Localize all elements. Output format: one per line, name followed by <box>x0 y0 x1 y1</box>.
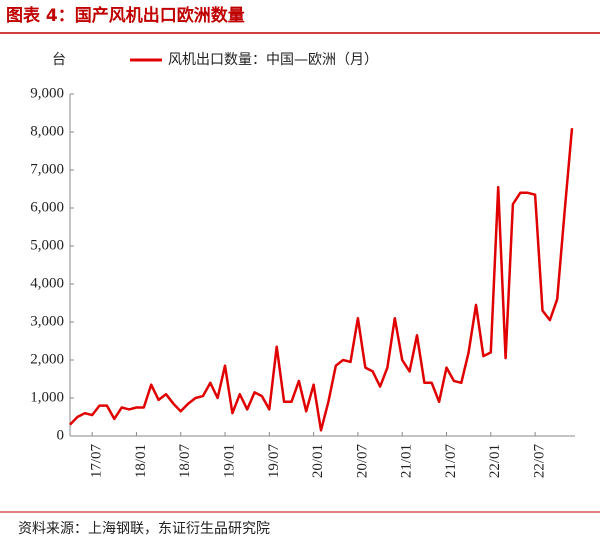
x-tick-label: 22/01 <box>487 444 503 478</box>
x-tick-label: 22/07 <box>532 444 548 479</box>
legend-label: 风机出口数量：中国—欧洲（月） <box>168 52 378 68</box>
y-tick-label: 3,000 <box>30 313 64 329</box>
x-tick-label: 18/01 <box>133 444 149 478</box>
x-tick-label: 19/07 <box>266 444 282 479</box>
y-tick-label: 7,000 <box>30 161 64 177</box>
x-tick-label: 17/07 <box>89 444 105 479</box>
y-tick-label: 4,000 <box>30 275 64 291</box>
y-tick-label: 9,000 <box>30 85 64 101</box>
x-tick-label: 20/01 <box>310 444 326 478</box>
y-tick-label: 2,000 <box>30 351 64 367</box>
y-tick-label: 5,000 <box>30 237 64 253</box>
y-axis-label: 台 <box>52 52 66 68</box>
source: 资料来源：上海钢联，东证衍生品研究院 <box>18 521 270 537</box>
chart-title: 图表 4：国产风机出口欧洲数量 <box>6 5 245 26</box>
x-tick-label: 21/07 <box>443 444 459 479</box>
y-tick-label: 0 <box>57 427 65 443</box>
y-tick-label: 6,000 <box>30 199 64 215</box>
x-tick-label: 19/01 <box>221 444 237 478</box>
x-tick-label: 20/07 <box>354 444 370 479</box>
y-tick-label: 8,000 <box>30 123 64 139</box>
x-tick-label: 18/07 <box>177 444 193 479</box>
x-tick-label: 21/01 <box>399 444 415 478</box>
y-tick-label: 1,000 <box>30 389 64 405</box>
data-line <box>69 128 574 432</box>
